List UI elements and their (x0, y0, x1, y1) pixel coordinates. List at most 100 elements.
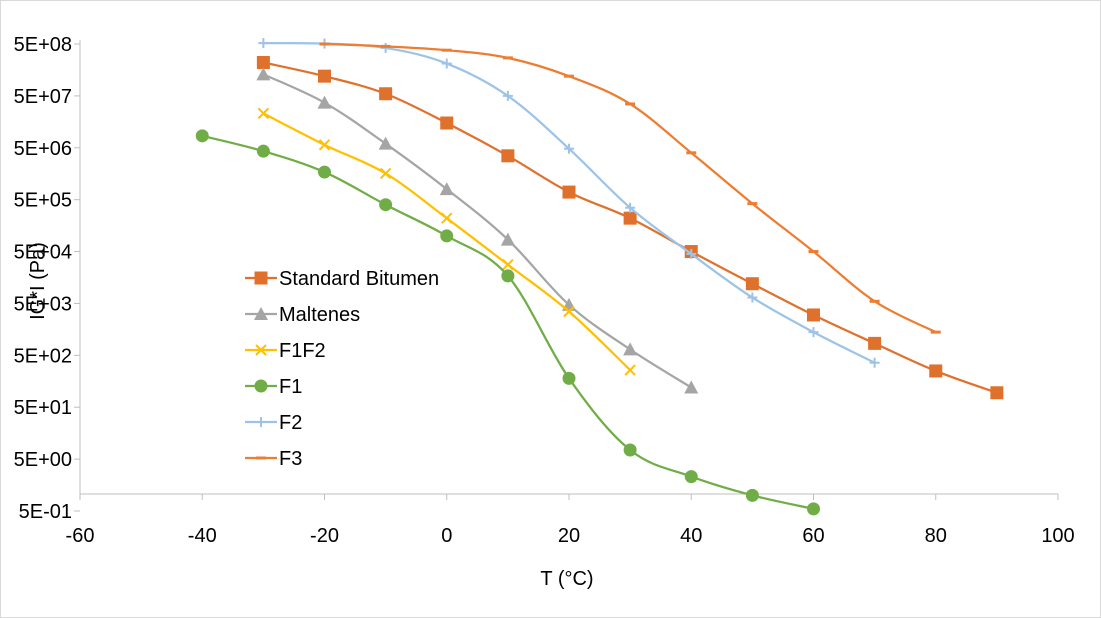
data-point-standard-bitumen (562, 185, 576, 199)
data-point-f1 (256, 144, 270, 158)
series-f1 (195, 129, 820, 516)
x-tick-label: 80 (925, 525, 947, 547)
legend-label: Maltenes (279, 304, 360, 326)
legend-label: F1 (279, 376, 302, 398)
data-point-standard-bitumen (929, 364, 943, 378)
legend-swatch-marker (254, 379, 268, 393)
legend-label: F2 (279, 412, 302, 434)
data-point-f1f2 (318, 139, 331, 151)
series-line-maltenes (262, 73, 692, 389)
data-point-maltenes (439, 182, 454, 196)
x-stroke (255, 344, 267, 356)
x-stroke (502, 258, 514, 271)
y-tick-label: 5E+08 (14, 34, 72, 56)
data-point-f1 (440, 229, 454, 243)
y-tick-label: 5E+00 (14, 449, 72, 471)
data-point-f1 (501, 269, 515, 283)
x-stroke (441, 212, 453, 224)
data-point-maltenes (378, 136, 393, 150)
data-point-f2 (808, 327, 819, 338)
data-point-standard-bitumen (990, 386, 1004, 400)
legend-item-f3: F3 (245, 448, 302, 470)
data-point-f2 (625, 202, 636, 213)
legend-item-f2: F2 (245, 412, 302, 434)
data-point-standard-bitumen (318, 69, 331, 83)
data-point-standard-bitumen (623, 211, 637, 225)
data-point-f1 (562, 371, 576, 385)
series-f1f2 (257, 107, 636, 376)
x-tick-label: -40 (188, 525, 217, 547)
data-point-f1 (807, 502, 820, 516)
y-axis-title: IG*I (Pa) (27, 242, 49, 320)
data-point-standard-bitumen (501, 149, 515, 163)
legend-item-f1: F1 (245, 376, 302, 398)
series-standard-bitumen (256, 56, 1004, 400)
x-tick-label: 100 (1041, 525, 1074, 547)
y-tick-label: 5E+04 (14, 242, 72, 264)
y-tick-label: 5E+03 (14, 293, 72, 315)
x-tick-label: 60 (802, 525, 824, 547)
data-point-f1f2 (502, 258, 514, 271)
data-point-f1 (195, 129, 209, 143)
data-point-f2 (869, 357, 880, 368)
data-point-standard-bitumen (440, 116, 454, 130)
data-point-f1 (684, 470, 698, 484)
legend-item-f1f2: F1F2 (245, 340, 326, 362)
data-point-standard-bitumen (868, 336, 882, 350)
data-point-f1f2 (257, 107, 270, 120)
data-point-standard-bitumen (256, 56, 270, 70)
x-stroke (257, 107, 270, 120)
data-point-standard-bitumen (807, 308, 820, 322)
data-point-maltenes (684, 380, 699, 394)
data-point-f1 (318, 165, 331, 179)
y-tick-label: 5E+01 (14, 397, 72, 419)
legend-item-standard-bitumen: Standard Bitumen (245, 268, 439, 290)
y-tick-label: 5E+07 (14, 86, 72, 108)
y-tick-label: 5E-01 (19, 501, 72, 523)
data-point-f1 (379, 198, 393, 212)
data-point-f1f2 (624, 364, 636, 376)
legend-label: F3 (279, 448, 302, 470)
x-stroke (318, 139, 331, 151)
data-point-maltenes (256, 67, 271, 81)
data-point-f2 (502, 90, 513, 101)
x-tick-label: -20 (310, 525, 339, 547)
series-f3 (319, 42, 941, 334)
series-line-f3 (324, 42, 937, 334)
data-point-maltenes (623, 342, 638, 356)
x-tick-label: -60 (66, 525, 95, 547)
data-point-maltenes (317, 95, 332, 109)
data-point-f2 (380, 42, 391, 53)
data-point-f2 (258, 38, 269, 49)
x-tick-label: 0 (441, 525, 452, 547)
legend-swatch-marker (254, 271, 268, 285)
data-point-f2 (747, 292, 758, 303)
series-layer (195, 38, 1004, 516)
x-stroke (563, 305, 575, 318)
data-point-f1f2 (379, 167, 392, 180)
legend-swatch-marker (254, 307, 268, 320)
legend-swatch-marker (255, 344, 267, 356)
legend-swatch-marker (256, 417, 266, 427)
data-point-f2 (441, 58, 452, 69)
x-stroke (379, 167, 392, 180)
data-point-standard-bitumen (379, 87, 393, 101)
legend-label: F1F2 (279, 340, 326, 362)
y-tick-label: 5E+02 (14, 345, 72, 367)
data-point-f1f2 (563, 305, 575, 318)
x-axis-title: T (°C) (540, 568, 593, 590)
y-tick-label: 5E+06 (14, 138, 72, 160)
x-stroke (624, 364, 636, 376)
data-point-f2 (686, 248, 697, 259)
x-tick-label: 40 (680, 525, 702, 547)
legend-item-maltenes: Maltenes (245, 304, 360, 326)
y-tick-label: 5E+05 (14, 190, 72, 212)
axes-layer: 5E-01 5E+00 5E+01 5E+02 5E+03 5E+04 5E+05 5E+06… (14, 34, 1075, 547)
x-tick-label: 20 (558, 525, 580, 547)
series-maltenes (256, 67, 699, 394)
legend-label: Standard Bitumen (279, 268, 439, 290)
data-point-maltenes (500, 232, 515, 246)
data-point-f2 (564, 143, 574, 154)
